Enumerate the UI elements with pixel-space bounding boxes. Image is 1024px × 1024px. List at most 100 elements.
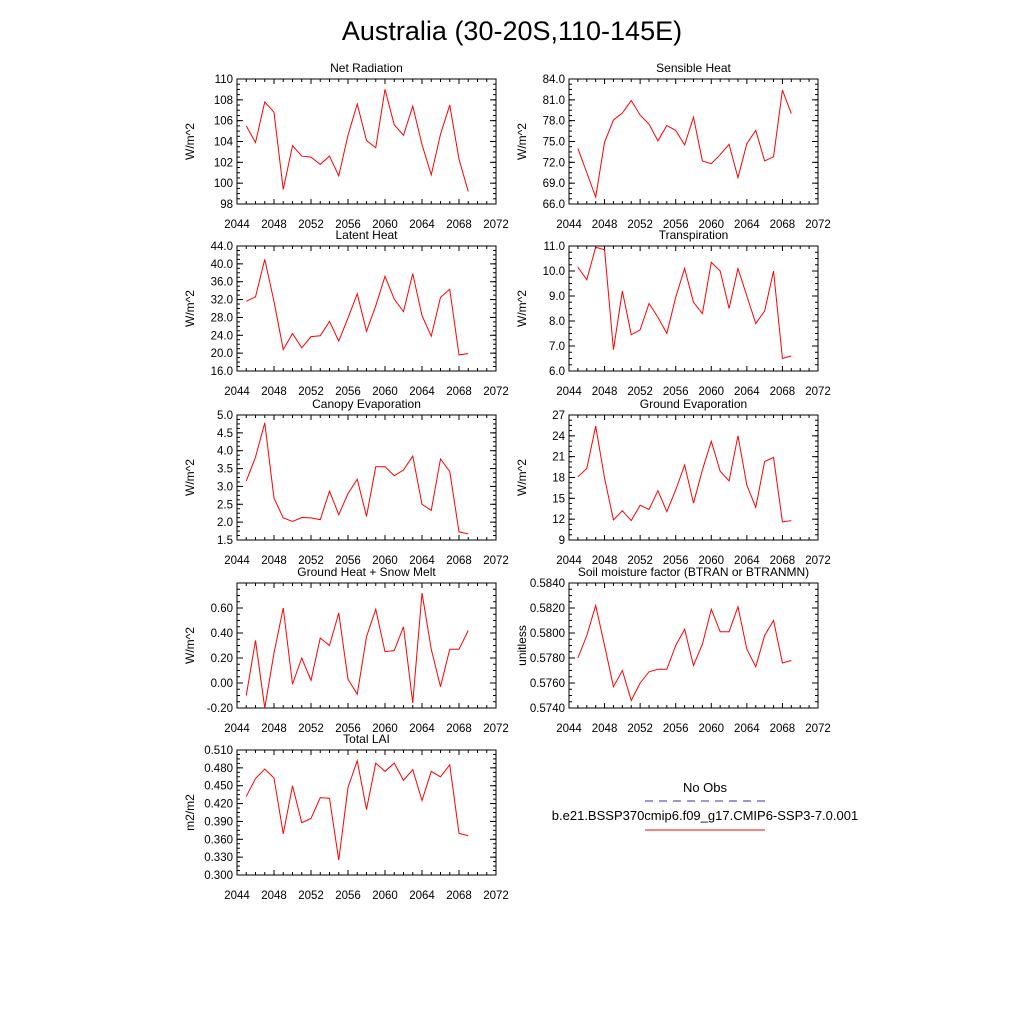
series-line-sensible-heat xyxy=(577,89,792,200)
y-tick-label: 0.510 xyxy=(204,745,233,757)
y-tick-label: 100 xyxy=(214,178,233,190)
panel-latent-heat: Latent Heat 2044 2048 2052 2056 2060 2064 2068 2… xyxy=(183,228,509,398)
panel-title: Canopy Evaporation xyxy=(312,397,421,411)
y-tick-label: -0.20 xyxy=(207,703,233,715)
y-tick-label: 0.5840 xyxy=(530,578,565,590)
x-tick-label: 2056 xyxy=(663,723,689,735)
y-tick-label: 104 xyxy=(214,137,234,149)
x-tick-label: 2052 xyxy=(298,890,324,902)
x-tick-label: 2068 xyxy=(770,386,796,398)
x-tick-label: 2072 xyxy=(483,555,509,567)
y-tick-label: 4.5 xyxy=(217,428,233,440)
x-tick-label: 2064 xyxy=(734,219,760,231)
panel-title: Ground Evaporation xyxy=(640,397,747,411)
y-tick-label: 3.0 xyxy=(217,481,233,493)
y-tick-label: 0.5820 xyxy=(530,603,565,615)
x-tick-label: 2064 xyxy=(409,723,435,735)
x-tick-label: 2052 xyxy=(627,219,653,231)
y-tick-label: 10.0 xyxy=(543,266,565,278)
series-line-canopy-evaporation xyxy=(245,422,469,535)
y-tick-label: 24.0 xyxy=(211,330,233,342)
x-tick-label: 2064 xyxy=(409,386,435,398)
x-tick-label: 2060 xyxy=(372,890,398,902)
y-tick-label: 0.20 xyxy=(211,653,233,665)
y-tick-label: 0.390 xyxy=(204,816,233,828)
panel-title: Soil moisture factor (BTRAN or BTRANMN) xyxy=(578,565,809,579)
y-axis-label: W/m^2 xyxy=(515,459,529,496)
panel-ground-evaporation: Ground Evaporation 2044 2048 2052 2056 2060 20… xyxy=(515,397,831,567)
legend-label-model: b.e21.BSSP370cmip6.f09_g17.CMIP6-SSP3-7.… xyxy=(552,808,858,823)
panel-title: Ground Heat + Snow Melt xyxy=(297,565,436,579)
x-tick-label: 2072 xyxy=(483,219,509,231)
y-tick-label: 0.420 xyxy=(204,799,233,811)
y-tick-label: 0.5800 xyxy=(530,628,565,640)
x-tick-label: 2048 xyxy=(592,386,618,398)
x-tick-label: 2052 xyxy=(298,555,324,567)
y-tick-label: 20.0 xyxy=(211,348,233,360)
y-tick-label: 24 xyxy=(552,431,565,443)
y-tick-label: 0.480 xyxy=(204,763,233,775)
y-tick-label: 18 xyxy=(552,473,565,485)
y-tick-label: 9 xyxy=(559,535,565,547)
y-axis-label: unitless xyxy=(515,625,529,666)
series-line-ground-evaporation xyxy=(577,426,792,523)
y-tick-label: 2.5 xyxy=(217,499,233,511)
y-tick-label: 0.360 xyxy=(204,834,233,846)
x-tick-label: 2068 xyxy=(446,723,472,735)
y-tick-label: 69.0 xyxy=(543,178,565,190)
x-tick-label: 2064 xyxy=(409,219,435,231)
x-tick-label: 2064 xyxy=(734,555,760,567)
x-tick-label: 2068 xyxy=(446,386,472,398)
x-tick-label: 2072 xyxy=(805,555,831,567)
y-tick-label: 12 xyxy=(552,514,565,526)
panel-sensible-heat: Sensible Heat 2044 2048 2052 2056 2060 2064 206… xyxy=(515,61,831,231)
y-tick-label: 6.0 xyxy=(549,366,565,378)
x-tick-label: 2052 xyxy=(627,723,653,735)
x-tick-label: 2044 xyxy=(224,723,250,735)
y-tick-label: 9.0 xyxy=(549,291,565,303)
x-tick-label: 2052 xyxy=(298,219,324,231)
y-tick-label: 110 xyxy=(215,74,233,86)
y-tick-label: 72.0 xyxy=(543,157,565,169)
x-tick-label: 2060 xyxy=(372,723,398,735)
panel-transpiration: Transpiration 2044 2048 2052 2056 2060 2064 206… xyxy=(515,228,831,398)
series-line-total-lai xyxy=(245,758,469,861)
x-tick-label: 2064 xyxy=(734,386,760,398)
y-axis-label: W/m^2 xyxy=(183,627,197,664)
x-tick-label: 2072 xyxy=(483,890,509,902)
y-tick-label: 0.300 xyxy=(204,870,233,882)
x-tick-label: 2060 xyxy=(698,723,724,735)
panel-canopy-evaporation: Canopy Evaporation 2044 2048 2052 2056 2060 20… xyxy=(183,397,509,567)
y-tick-label: 102 xyxy=(214,157,233,169)
y-tick-label: 98 xyxy=(220,199,233,211)
y-tick-label: 11.0 xyxy=(543,241,565,253)
y-tick-label: 108 xyxy=(214,95,233,107)
y-tick-label: 2.0 xyxy=(217,517,233,529)
y-axis-label: W/m^2 xyxy=(183,290,197,327)
x-tick-label: 2044 xyxy=(556,723,582,735)
y-tick-label: 0.5780 xyxy=(530,653,565,665)
x-tick-label: 2052 xyxy=(627,555,653,567)
y-tick-label: 3.5 xyxy=(217,464,233,476)
x-tick-label: 2056 xyxy=(335,723,361,735)
y-tick-label: 0.5760 xyxy=(530,678,565,690)
y-tick-label: 81.0 xyxy=(543,95,565,107)
x-tick-label: 2044 xyxy=(224,555,250,567)
x-tick-label: 2052 xyxy=(298,386,324,398)
x-tick-label: 2064 xyxy=(409,555,435,567)
plot-frame xyxy=(236,78,497,205)
y-tick-label: 40.0 xyxy=(211,259,233,271)
panels: Net Radiation 2044 2048 2052 2056 2060 2064 206… xyxy=(183,61,831,902)
y-tick-label: 21 xyxy=(552,452,565,464)
panel-title: Transpiration xyxy=(659,228,729,242)
x-tick-label: 2060 xyxy=(698,386,724,398)
y-tick-label: 28.0 xyxy=(211,312,233,324)
x-tick-label: 2072 xyxy=(805,723,831,735)
y-tick-label: 27 xyxy=(552,410,565,422)
x-tick-label: 2072 xyxy=(483,386,509,398)
legend-label-no-obs: No Obs xyxy=(683,780,728,795)
x-tick-label: 2068 xyxy=(446,219,472,231)
x-tick-label: 2044 xyxy=(224,386,250,398)
y-axis-label: W/m^2 xyxy=(515,123,529,160)
